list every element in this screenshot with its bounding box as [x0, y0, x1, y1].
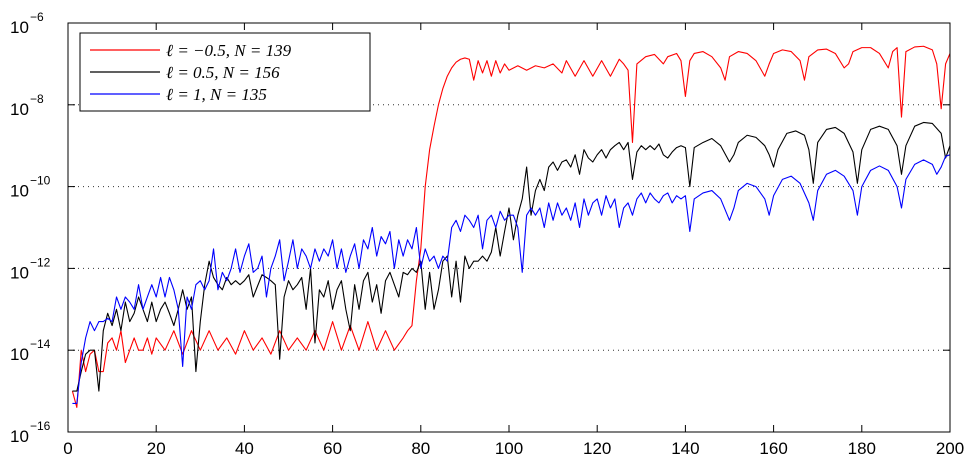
y-tick-label: 10−6: [10, 10, 44, 37]
y-tick-base: 10: [10, 182, 29, 201]
y-tick-base: 10: [10, 427, 29, 446]
legend-box: [79, 32, 371, 112]
x-tick-label: 160: [759, 439, 787, 458]
legend-label-1: ℓ = −0.5, N = 139: [166, 41, 292, 60]
y-tick-exponent: −16: [30, 419, 51, 433]
x-tick-label: 0: [63, 439, 72, 458]
series-line-1: [71, 45, 950, 408]
y-tick-base: 10: [10, 18, 29, 37]
y-tick-label: 10−8: [10, 92, 44, 119]
legend-label-3: ℓ = 1, N = 135: [166, 85, 267, 104]
series-line-2: [72, 121, 950, 392]
legend-label-2: ℓ = 0.5, N = 156: [166, 63, 280, 82]
y-tick-base: 10: [10, 263, 29, 282]
y-tick-label: 10−12: [10, 255, 51, 282]
x-tick-label: 180: [848, 439, 876, 458]
y-tick-exponent: −12: [30, 255, 51, 269]
legend: ℓ = −0.5, N = 139 ℓ = 0.5, N = 156 ℓ = 1, …: [79, 32, 371, 112]
x-tick-label: 100: [495, 439, 523, 458]
plot-series: [71, 45, 950, 408]
x-tick-label: 80: [411, 439, 430, 458]
x-tick-label: 40: [235, 439, 254, 458]
y-tick-base: 10: [10, 345, 29, 364]
x-tick-label: 140: [671, 439, 699, 458]
y-tick-label: 10−16: [10, 419, 51, 446]
y-tick-base: 10: [10, 100, 29, 119]
x-tick-label: 120: [583, 439, 611, 458]
series-line-3: [72, 154, 950, 404]
y-tick-exponent: −6: [30, 10, 44, 24]
y-tick-exponent: −10: [30, 174, 51, 188]
axis-ticks: [67, 22, 951, 433]
x-tick-label: 20: [147, 439, 166, 458]
y-tick-exponent: −14: [30, 337, 51, 351]
x-tick-label: 200: [936, 439, 964, 458]
y-tick-exponent: −8: [30, 92, 44, 106]
x-tick-labels: 0 20 40 60 80 100 120 140 160 180 200: [63, 439, 964, 458]
y-tick-label: 10−14: [10, 337, 51, 364]
x-tick-label: 60: [323, 439, 342, 458]
grid-lines: [68, 104, 950, 351]
y-tick-label: 10−10: [10, 174, 51, 201]
